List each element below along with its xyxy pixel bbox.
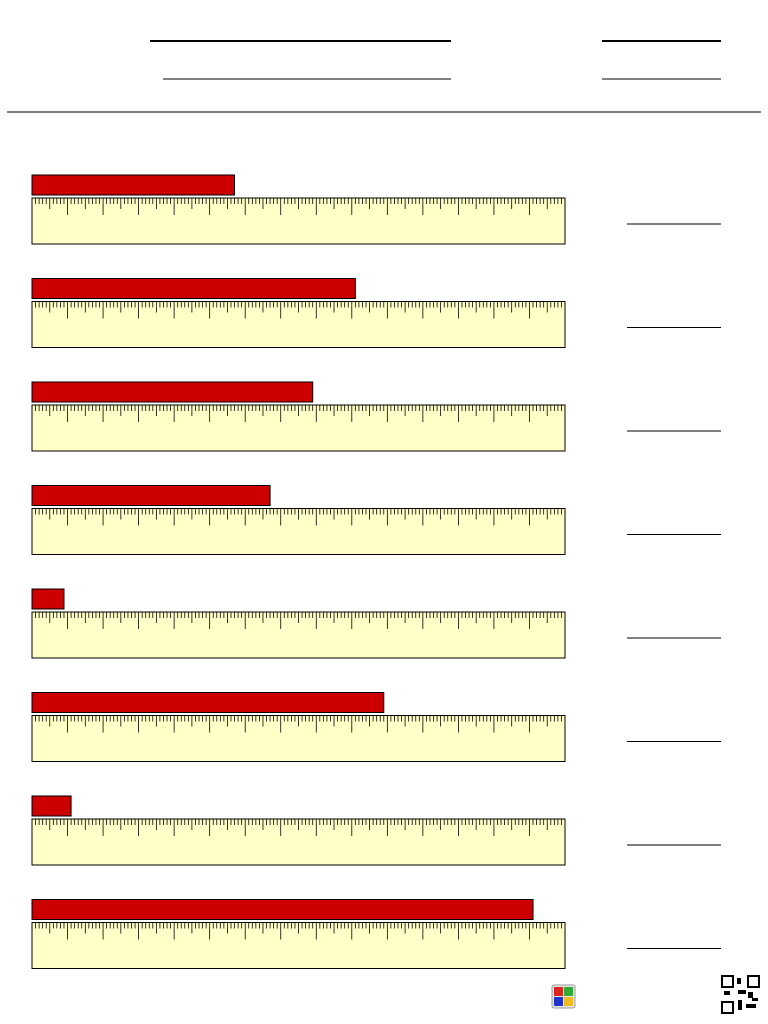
measure-bar	[31, 174, 236, 196]
measure-bar	[31, 485, 271, 506]
measure-bar	[31, 588, 65, 610]
measure-bar	[31, 692, 385, 713]
measure-bar	[31, 381, 314, 403]
measure-bar	[31, 795, 72, 817]
measure-bar	[31, 278, 356, 299]
measure-bar	[31, 899, 534, 920]
math-icon	[551, 984, 576, 1009]
qr-code	[721, 975, 760, 1014]
